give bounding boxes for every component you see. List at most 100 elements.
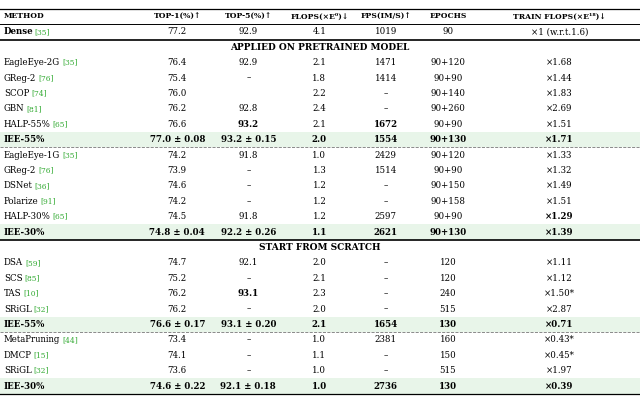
Text: 240: 240 xyxy=(440,289,456,298)
Text: 77.0 ± 0.08: 77.0 ± 0.08 xyxy=(150,135,205,144)
Text: 90+158: 90+158 xyxy=(431,197,465,206)
Text: 93.2 ± 0.15: 93.2 ± 0.15 xyxy=(221,135,276,144)
Text: [81]: [81] xyxy=(26,105,42,113)
Text: 2.1: 2.1 xyxy=(312,58,326,67)
Text: ×1.51: ×1.51 xyxy=(546,120,573,129)
Text: 76.6 ± 0.17: 76.6 ± 0.17 xyxy=(150,320,205,329)
Text: SCOP: SCOP xyxy=(4,89,29,98)
Text: 1.0: 1.0 xyxy=(312,150,326,160)
Text: 1019: 1019 xyxy=(375,27,397,36)
Text: 74.6 ± 0.22: 74.6 ± 0.22 xyxy=(150,382,205,390)
Text: 130: 130 xyxy=(439,382,457,390)
Text: ×0.45*: ×0.45* xyxy=(544,351,575,360)
Text: [65]: [65] xyxy=(52,120,68,128)
Text: DMCP: DMCP xyxy=(4,351,32,360)
Text: 2.1: 2.1 xyxy=(312,120,326,129)
Text: [35]: [35] xyxy=(35,28,51,36)
Text: TRAIN FLOPS(×E¹⁸)↓: TRAIN FLOPS(×E¹⁸)↓ xyxy=(513,12,605,20)
Text: ×0.39: ×0.39 xyxy=(545,382,573,390)
Text: 90+260: 90+260 xyxy=(431,104,465,114)
Text: ×0.71: ×0.71 xyxy=(545,320,573,329)
Text: 90+90: 90+90 xyxy=(433,212,463,221)
Text: –: – xyxy=(246,366,250,375)
Text: ×1.49: ×1.49 xyxy=(546,181,573,190)
Text: 1.3: 1.3 xyxy=(312,166,326,175)
Text: 160: 160 xyxy=(440,335,456,344)
Text: 76.2: 76.2 xyxy=(168,289,187,298)
Text: 1514: 1514 xyxy=(375,166,397,175)
Text: METHOD: METHOD xyxy=(4,12,45,20)
Text: ×0.43*: ×0.43* xyxy=(544,335,575,344)
Text: –: – xyxy=(246,351,250,360)
Text: GBN: GBN xyxy=(4,104,24,114)
Text: EagleEye-1G: EagleEye-1G xyxy=(4,150,60,160)
Text: ×1.50*: ×1.50* xyxy=(544,289,575,298)
Text: –: – xyxy=(246,335,250,344)
Text: –: – xyxy=(384,89,388,98)
Text: 74.5: 74.5 xyxy=(168,212,187,221)
Text: 1471: 1471 xyxy=(375,58,397,67)
Text: SRiGL: SRiGL xyxy=(4,366,31,375)
Text: 2736: 2736 xyxy=(374,382,398,390)
Text: 515: 515 xyxy=(440,366,456,375)
Text: 92.9: 92.9 xyxy=(239,58,258,67)
Text: 74.2: 74.2 xyxy=(168,150,187,160)
Text: 1.2: 1.2 xyxy=(312,212,326,221)
Text: [36]: [36] xyxy=(35,182,50,190)
Text: EagleEye-2G: EagleEye-2G xyxy=(4,58,60,67)
Text: 120: 120 xyxy=(440,274,456,283)
Text: GReg-2: GReg-2 xyxy=(4,74,36,82)
Text: –: – xyxy=(384,274,388,283)
Text: –: – xyxy=(246,74,250,82)
Text: –: – xyxy=(246,166,250,175)
Text: 1672: 1672 xyxy=(374,120,398,129)
Text: [32]: [32] xyxy=(33,367,49,375)
Text: IEE-30%: IEE-30% xyxy=(4,382,45,390)
Text: 73.4: 73.4 xyxy=(168,335,187,344)
Text: TOP-1(%)↑: TOP-1(%)↑ xyxy=(154,12,201,20)
Text: APPLIED ON PRETRAINED MODEL: APPLIED ON PRETRAINED MODEL xyxy=(230,43,410,52)
Text: [85]: [85] xyxy=(24,274,40,282)
Text: 150: 150 xyxy=(440,351,456,360)
Text: ×2.69: ×2.69 xyxy=(546,104,573,114)
Text: –: – xyxy=(384,104,388,114)
Bar xyxy=(0,224,640,240)
Text: 93.1 ± 0.20: 93.1 ± 0.20 xyxy=(221,320,276,329)
Text: –: – xyxy=(384,351,388,360)
Text: [15]: [15] xyxy=(34,351,49,359)
Text: 92.9: 92.9 xyxy=(239,27,258,36)
Text: 92.1: 92.1 xyxy=(239,258,258,267)
Text: 1554: 1554 xyxy=(374,135,398,144)
Text: FLOPS(×E⁰)↓: FLOPS(×E⁰)↓ xyxy=(290,12,349,20)
Text: 76.4: 76.4 xyxy=(168,58,187,67)
Text: 92.8: 92.8 xyxy=(239,104,258,114)
Text: 2.0: 2.0 xyxy=(312,135,327,144)
Text: 2429: 2429 xyxy=(375,150,397,160)
Text: –: – xyxy=(246,304,250,314)
Text: 76.2: 76.2 xyxy=(168,304,187,314)
Text: [76]: [76] xyxy=(38,166,54,174)
Text: 90+90: 90+90 xyxy=(433,120,463,129)
Text: –: – xyxy=(246,274,250,283)
Text: 73.6: 73.6 xyxy=(168,366,187,375)
Text: 93.1: 93.1 xyxy=(237,289,259,298)
Text: EPOCHS: EPOCHS xyxy=(429,12,467,20)
Text: ×1.68: ×1.68 xyxy=(546,58,573,67)
Text: 1654: 1654 xyxy=(374,320,398,329)
Text: ×1.97: ×1.97 xyxy=(546,366,573,375)
Text: [65]: [65] xyxy=(52,213,68,221)
Text: [44]: [44] xyxy=(62,336,78,344)
Text: 75.2: 75.2 xyxy=(168,274,187,283)
Text: 1.2: 1.2 xyxy=(312,181,326,190)
Text: 2597: 2597 xyxy=(375,212,397,221)
Text: 90+120: 90+120 xyxy=(431,150,465,160)
Text: 92.2 ± 0.26: 92.2 ± 0.26 xyxy=(221,228,276,236)
Text: 2.1: 2.1 xyxy=(312,320,327,329)
Text: 1.1: 1.1 xyxy=(312,351,326,360)
Text: 515: 515 xyxy=(440,304,456,314)
Text: ×1.11: ×1.11 xyxy=(546,258,573,267)
Bar xyxy=(0,378,640,394)
Text: 76.2: 76.2 xyxy=(168,104,187,114)
Text: 74.6: 74.6 xyxy=(168,181,187,190)
Text: Dense: Dense xyxy=(4,27,33,36)
